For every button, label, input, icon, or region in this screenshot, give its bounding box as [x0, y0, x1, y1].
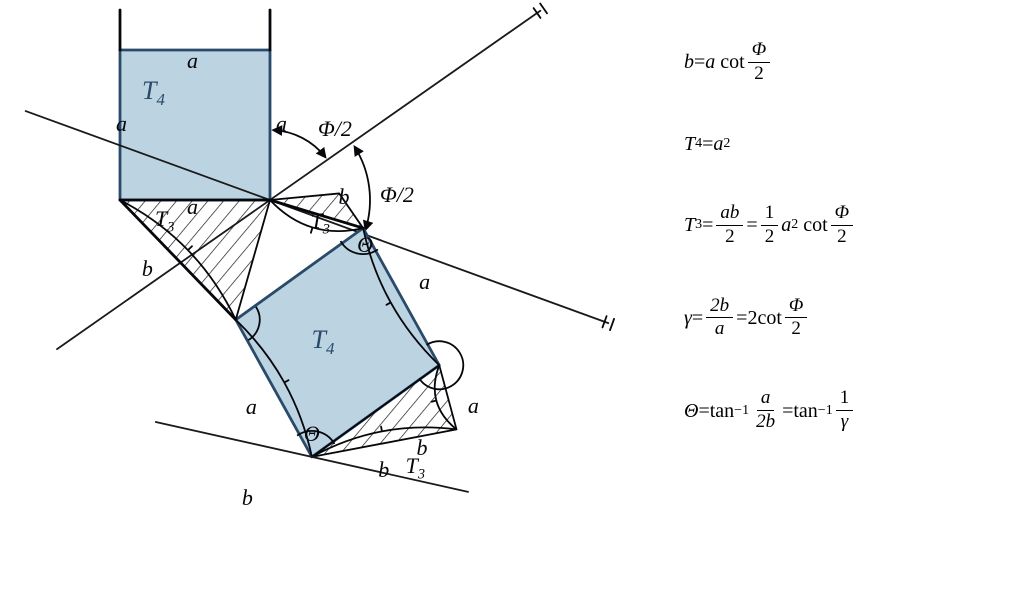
equation-b: b = a cot Φ 2	[684, 40, 984, 85]
eq1-op: =	[694, 51, 705, 73]
equation-T4: T 4 = a 2	[684, 133, 984, 155]
equation-gamma: γ = 2b a = 2 cot Φ 2	[684, 296, 984, 341]
equation-theta: Θ = tan −1 a 2b = tan −1 1 γ	[684, 388, 984, 433]
eq1-frac: Φ 2	[748, 40, 770, 85]
eq1-lhs: b	[684, 51, 694, 73]
eq2-T: T	[684, 133, 695, 155]
equations-column: b = a cot Φ 2 T 4 = a 2 T 3 = ab 2 = 1 2…	[684, 40, 984, 481]
eq1-a: a	[705, 51, 715, 73]
eq1-fn: cot	[720, 51, 744, 73]
equation-T3: T 3 = ab 2 = 1 2 a 2 cot Φ 2	[684, 203, 984, 248]
